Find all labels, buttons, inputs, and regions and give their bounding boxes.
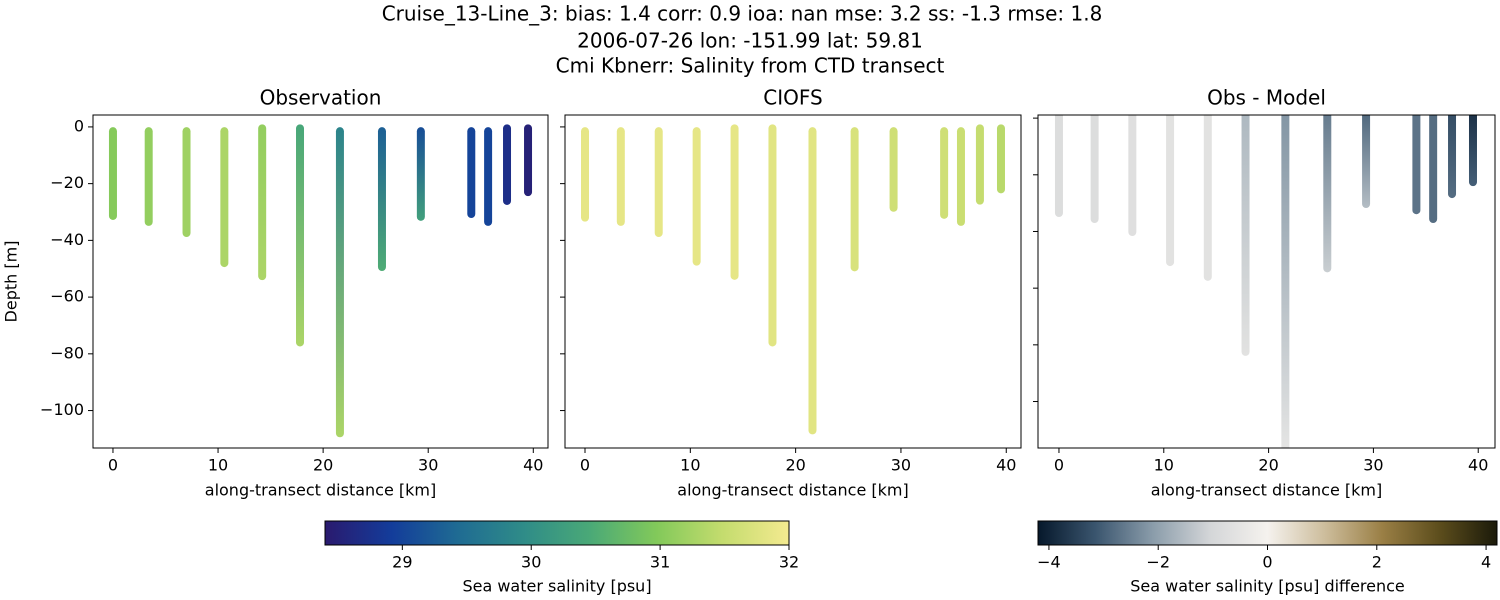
y-tick-label: −40	[50, 230, 84, 249]
x-tick-label: 20	[1258, 456, 1278, 475]
colorbar-tick-label: 29	[392, 553, 412, 572]
profile	[730, 124, 739, 280]
x-tick-label: 20	[785, 456, 805, 475]
colorbar-tick-label: 0	[1262, 553, 1272, 572]
profile	[975, 124, 984, 205]
profile	[258, 124, 267, 281]
colorbar-label: Sea water salinity [psu] difference	[1130, 577, 1405, 596]
y-tick-label: −100	[40, 400, 84, 419]
x-axis-label: along-transect distance [km]	[1151, 481, 1382, 500]
x-tick-label: 0	[108, 456, 118, 475]
colorbar-tick-label: 30	[521, 553, 541, 572]
x-tick-label: 10	[208, 456, 228, 475]
panel-title: Observation	[260, 86, 382, 110]
profile	[889, 127, 898, 212]
profile	[616, 127, 625, 226]
profile	[1412, 115, 1421, 215]
x-axis-label: along-transect distance [km]	[677, 481, 908, 500]
profile	[1281, 115, 1290, 448]
x-tick-label: 0	[1054, 456, 1064, 475]
profile	[692, 127, 701, 266]
profile	[850, 127, 859, 272]
profile	[1448, 115, 1457, 199]
y-tick-label: 0	[74, 116, 84, 135]
profile	[768, 124, 777, 347]
profile	[144, 127, 153, 226]
profile	[1362, 115, 1371, 208]
x-tick-label: 10	[680, 456, 700, 475]
plot-area	[1038, 115, 1495, 448]
suptitle-line: Cmi Kbnerr: Salinity from CTD transect	[556, 54, 945, 78]
y-axis-label: Depth [m]	[2, 241, 21, 323]
profile	[484, 127, 493, 226]
profile	[808, 127, 817, 435]
panel-title: Obs - Model	[1207, 86, 1326, 110]
x-axis-label: along-transect distance [km]	[205, 481, 436, 500]
x-tick-label: 20	[313, 456, 333, 475]
y-tick-label: −20	[50, 173, 84, 192]
suptitle-line: Cruise_13-Line_3: bias: 1.4 corr: 0.9 io…	[382, 2, 1103, 26]
profile	[416, 127, 425, 221]
x-tick-label: 40	[1468, 456, 1488, 475]
profile	[1241, 115, 1250, 356]
x-tick-label: 40	[523, 456, 543, 475]
colorbar	[1037, 520, 1498, 546]
suptitle-line: 2006-07-26 lon: -151.99 lat: 59.81	[577, 29, 923, 53]
profile	[1090, 115, 1099, 224]
axes-frame	[92, 114, 549, 449]
profile	[996, 124, 1005, 194]
profile	[1054, 115, 1063, 218]
axes-frame	[1037, 114, 1496, 449]
colorbar-label: Sea water salinity [psu]	[462, 577, 651, 596]
profile	[1203, 115, 1212, 281]
profile	[377, 127, 386, 272]
panel-title: CIOFS	[763, 86, 822, 110]
profile	[335, 127, 344, 438]
profile	[467, 127, 476, 218]
colorbar-tick-label: 4	[1481, 553, 1491, 572]
colorbar-tick-label: −4	[1037, 553, 1061, 572]
x-tick-label: 30	[1363, 456, 1383, 475]
x-tick-label: 30	[418, 456, 438, 475]
profile	[1429, 115, 1438, 224]
profile	[503, 124, 512, 205]
colorbar-tick-label: −2	[1146, 553, 1170, 572]
plot-area	[565, 115, 1021, 448]
x-tick-label: 0	[580, 456, 590, 475]
profile	[296, 124, 305, 347]
colorbar-tick-label: 31	[650, 553, 670, 572]
profile	[524, 124, 533, 197]
profile	[654, 127, 663, 237]
colorbar-tick-label: 32	[779, 553, 799, 572]
profile	[581, 127, 590, 222]
profile	[1128, 115, 1137, 237]
profile	[1166, 115, 1175, 267]
profile	[1323, 115, 1332, 273]
x-tick-label: 40	[996, 456, 1016, 475]
x-tick-label: 10	[1154, 456, 1174, 475]
colorbar-tick-label: 2	[1372, 553, 1382, 572]
profile	[956, 127, 965, 226]
profile	[940, 127, 949, 219]
profile	[1468, 115, 1477, 187]
plot-area	[93, 115, 548, 448]
x-tick-label: 30	[891, 456, 911, 475]
colorbar	[324, 520, 790, 546]
y-tick-label: −60	[50, 287, 84, 306]
profile	[220, 127, 229, 268]
profile	[108, 127, 117, 220]
y-tick-label: −80	[50, 343, 84, 362]
profile	[182, 127, 191, 237]
axes-frame	[564, 114, 1022, 449]
